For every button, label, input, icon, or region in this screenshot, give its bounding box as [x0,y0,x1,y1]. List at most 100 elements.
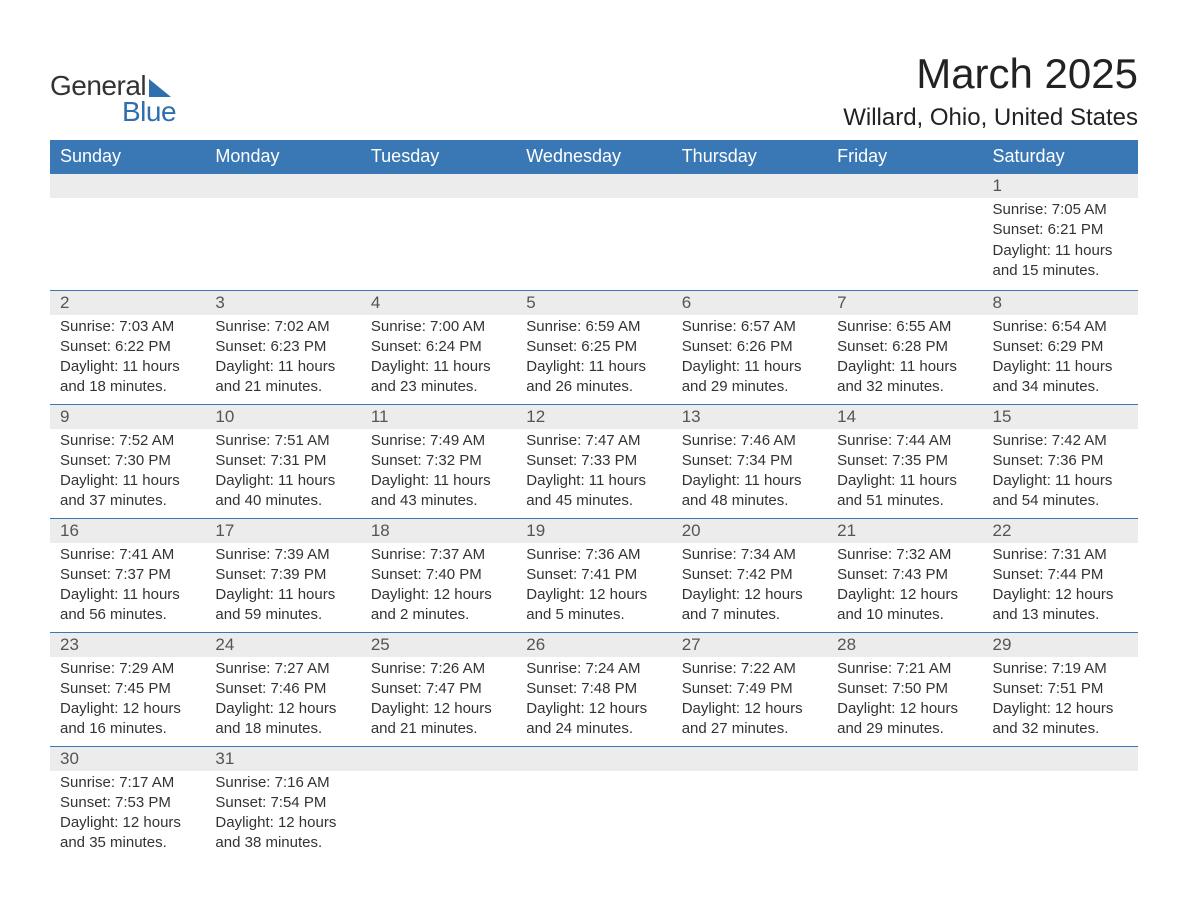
daylight-line: Daylight: 12 hours and 18 minutes. [215,699,350,740]
sunset-line: Sunset: 7:30 PM [60,451,195,471]
day-number-cell: 19 [516,518,671,543]
day-number-cell [672,746,827,771]
day-number-cell: 8 [983,290,1138,315]
weekday-header: Friday [827,140,982,174]
day-number-cell [516,174,671,199]
sunset-line: Sunset: 7:31 PM [215,451,350,471]
day-number-cell: 23 [50,632,205,657]
day-number-cell: 25 [361,632,516,657]
sunset-line: Sunset: 7:36 PM [993,451,1128,471]
sunset-line: Sunset: 7:49 PM [682,679,817,699]
day-info-cell [50,198,205,290]
sunrise-line: Sunrise: 7:29 AM [60,659,195,679]
info-row: Sunrise: 7:29 AMSunset: 7:45 PM Daylight:… [50,657,1138,747]
month-title: March 2025 [843,50,1138,98]
day-number-cell: 5 [516,290,671,315]
day-number-cell: 29 [983,632,1138,657]
info-row: Sunrise: 7:41 AMSunset: 7:37 PMDaylight:… [50,543,1138,633]
sunrise-line: Sunrise: 7:42 AM [993,431,1128,451]
daylight-line: Daylight: 11 hours and 29 minutes. [682,357,817,398]
day-info-cell: Sunrise: 7:27 AMSunset: 7:46 PMDaylight:… [205,657,360,747]
day-info-cell [672,771,827,860]
day-number-cell [672,174,827,199]
day-number-cell: 6 [672,290,827,315]
day-number-cell: 22 [983,518,1138,543]
day-info-cell: Sunrise: 7:47 AMSunset: 7:33 PMDaylight:… [516,429,671,519]
daylight-line: Daylight: 12 hours and 35 minutes. [60,813,195,854]
sunrise-line: Sunrise: 7:47 AM [526,431,661,451]
day-info-cell [205,198,360,290]
brand-text-blue: Blue [122,96,176,128]
sunrise-line: Sunrise: 6:59 AM [526,317,661,337]
day-info-cell: Sunrise: 7:52 AMSunset: 7:30 PMDaylight:… [50,429,205,519]
sunrise-line: Sunrise: 7:16 AM [215,773,350,793]
day-number-cell: 20 [672,518,827,543]
calendar-table: Sunday Monday Tuesday Wednesday Thursday… [50,140,1138,860]
sunrise-line: Sunrise: 7:52 AM [60,431,195,451]
daylight-line: Daylight: 12 hours and 7 minutes. [682,585,817,626]
day-info-cell: Sunrise: 7:51 AMSunset: 7:31 PMDaylight:… [205,429,360,519]
day-number-cell [50,174,205,199]
day-number-cell: 13 [672,404,827,429]
sunrise-line: Sunrise: 7:32 AM [837,545,972,565]
day-info-cell: Sunrise: 7:22 AMSunset: 7:49 PMDaylight:… [672,657,827,747]
brand-logo: General Blue [50,50,176,128]
day-number-cell: 31 [205,746,360,771]
day-number-cell: 1 [983,174,1138,199]
sunrise-line: Sunrise: 7:24 AM [526,659,661,679]
day-number-cell [361,174,516,199]
sunset-line: Sunset: 7:50 PM [837,679,972,699]
day-number-cell: 24 [205,632,360,657]
sunset-line: Sunset: 6:21 PM [993,220,1128,240]
sunrise-line: Sunrise: 7:49 AM [371,431,506,451]
daynum-row: 16171819202122 [50,518,1138,543]
sunset-line: Sunset: 7:40 PM [371,565,506,585]
daylight-line: Daylight: 11 hours and 43 minutes. [371,471,506,512]
sunset-line: Sunset: 7:48 PM [526,679,661,699]
info-row: Sunrise: 7:03 AMSunset: 6:22 PMDaylight:… [50,315,1138,405]
daylight-line: Daylight: 11 hours and 40 minutes. [215,471,350,512]
daylight-line: Daylight: 12 hours and 10 minutes. [837,585,972,626]
sunset-line: Sunset: 6:25 PM [526,337,661,357]
sunset-line: Sunset: 6:28 PM [837,337,972,357]
day-number-cell: 12 [516,404,671,429]
day-info-cell: Sunrise: 7:24 AMSunset: 7:48 PMDaylight:… [516,657,671,747]
sunrise-line: Sunrise: 7:46 AM [682,431,817,451]
daylight-line: Daylight: 11 hours and 21 minutes. [215,357,350,398]
sunrise-line: Sunrise: 7:00 AM [371,317,506,337]
sunset-line: Sunset: 7:32 PM [371,451,506,471]
day-number-cell: 11 [361,404,516,429]
daylight-line: Daylight: 11 hours and 23 minutes. [371,357,506,398]
location: Willard, Ohio, United States [843,104,1138,132]
daylight-line: Daylight: 11 hours and 18 minutes. [60,357,195,398]
sunrise-line: Sunrise: 7:21 AM [837,659,972,679]
day-number-cell: 28 [827,632,982,657]
sunset-line: Sunset: 7:42 PM [682,565,817,585]
daylight-line: Daylight: 11 hours and 54 minutes. [993,471,1128,512]
day-number-cell: 15 [983,404,1138,429]
sunrise-line: Sunrise: 7:44 AM [837,431,972,451]
daylight-line: Daylight: 11 hours and 26 minutes. [526,357,661,398]
daylight-line: Daylight: 11 hours and 37 minutes. [60,471,195,512]
sunset-line: Sunset: 6:26 PM [682,337,817,357]
day-info-cell: Sunrise: 7:34 AMSunset: 7:42 PMDaylight:… [672,543,827,633]
day-info-cell [827,198,982,290]
day-number-cell [827,174,982,199]
weekday-header: Thursday [672,140,827,174]
day-info-cell: Sunrise: 7:03 AMSunset: 6:22 PMDaylight:… [50,315,205,405]
daylight-line: Daylight: 12 hours and 27 minutes. [682,699,817,740]
sunset-line: Sunset: 7:45 PM [60,679,195,699]
daynum-row: 9101112131415 [50,404,1138,429]
weekday-header: Sunday [50,140,205,174]
daylight-line: Daylight: 11 hours and 34 minutes. [993,357,1128,398]
day-info-cell: Sunrise: 7:00 AMSunset: 6:24 PMDaylight:… [361,315,516,405]
day-number-cell [983,746,1138,771]
sunset-line: Sunset: 6:24 PM [371,337,506,357]
day-info-cell [361,771,516,860]
sunset-line: Sunset: 6:23 PM [215,337,350,357]
weekday-header: Wednesday [516,140,671,174]
sunrise-line: Sunrise: 7:02 AM [215,317,350,337]
daynum-row: 3031 [50,746,1138,771]
weekday-header: Tuesday [361,140,516,174]
day-info-cell [516,198,671,290]
